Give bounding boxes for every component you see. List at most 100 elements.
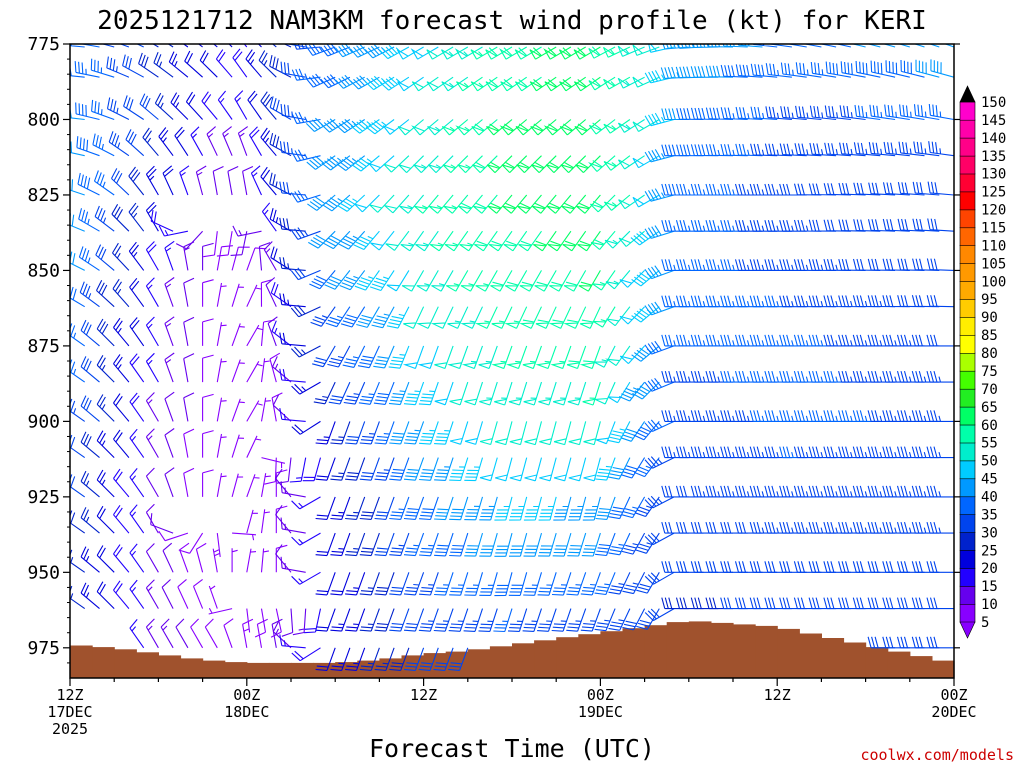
wind-barb [320, 118, 351, 133]
wind-barb [330, 647, 351, 671]
wind-barb [339, 270, 366, 291]
wind-barb [622, 572, 646, 595]
wind-barb [70, 585, 86, 610]
wind-barb [485, 76, 513, 92]
wind-barb [793, 334, 822, 347]
wind-barb [675, 521, 704, 534]
wind-barb [232, 532, 257, 541]
wind-barb [216, 433, 227, 458]
wind-barb [494, 532, 513, 557]
colorbar-segment [959, 567, 976, 587]
wind-barb [269, 54, 292, 78]
wind-barb [808, 521, 837, 534]
colorbar-label: 115 [981, 221, 1006, 237]
wind-barb [246, 509, 258, 534]
wind-barb [809, 105, 837, 121]
wind-barb [113, 580, 130, 609]
terrain-column [92, 647, 115, 678]
colorbar-label: 80 [981, 346, 998, 362]
wind-barb [343, 381, 366, 405]
wind-barb [705, 334, 733, 347]
wind-barb [630, 230, 660, 246]
wind-barb [644, 340, 675, 355]
wind-barb [335, 118, 366, 134]
wind-barb [364, 44, 395, 59]
wind-barb [838, 182, 866, 196]
wind-barb [926, 334, 954, 347]
wind-barb [342, 345, 366, 368]
terrain-column [887, 651, 911, 678]
wind-barb [113, 393, 130, 422]
terrain-column [556, 637, 579, 678]
wind-barb [823, 521, 851, 534]
wind-barb [567, 381, 587, 406]
wind-barb [660, 66, 689, 79]
wind-barb [734, 295, 763, 308]
wind-barb [216, 473, 227, 497]
wind-barb [403, 647, 425, 671]
wind-barb [70, 607, 71, 609]
wind-barb [96, 430, 115, 458]
wind-barb [562, 230, 587, 252]
wind-barb [504, 270, 528, 292]
wind-barb [764, 561, 792, 573]
wind-barb [246, 435, 262, 458]
wind-barb [594, 572, 616, 596]
wind-barb [145, 277, 159, 307]
wind-barb [793, 561, 822, 573]
wind-barb [418, 381, 439, 406]
x-tick-label: 12Z [764, 686, 791, 704]
wind-barb [749, 410, 778, 422]
wind-barb [70, 306, 71, 307]
wind-barb [96, 545, 115, 573]
wind-barb [644, 419, 675, 432]
wind-barb [720, 410, 748, 422]
wind-barb [563, 306, 587, 329]
terrain-column [423, 653, 447, 678]
x-tick-label: 17DEC [47, 703, 92, 721]
wind-barb [285, 44, 306, 48]
wind-barb [500, 76, 528, 92]
wind-barb [291, 532, 321, 546]
wind-barb [260, 358, 270, 383]
wind-barb [190, 126, 204, 156]
wind-barb [823, 183, 851, 196]
wind-barb [353, 230, 380, 250]
wind-barb [290, 304, 321, 318]
y-tick-label: 800 [27, 109, 60, 130]
terrain-column [534, 640, 557, 678]
wind-barb [618, 155, 645, 170]
wind-barb [573, 46, 601, 60]
wind-barb [661, 410, 689, 422]
wind-barb [581, 532, 601, 557]
wind-barb [456, 76, 483, 92]
wind-barb [882, 446, 910, 459]
wind-barb [427, 119, 454, 136]
wind-barb [592, 270, 616, 291]
wind-barb [765, 106, 792, 121]
wind-barb [80, 507, 100, 534]
wind-barb [676, 108, 704, 121]
wind-barb [418, 647, 439, 671]
wind-barb [661, 370, 689, 383]
wind-barb [359, 647, 380, 671]
wind-barb [374, 496, 395, 520]
colorbar-segment [959, 334, 976, 354]
wind-barb [479, 496, 498, 521]
wind-barb [538, 381, 557, 406]
wind-barb [852, 410, 881, 422]
y-tick-label: 900 [27, 411, 60, 432]
wind-barb [479, 457, 498, 482]
wind-barb [567, 532, 587, 557]
wind-barb [675, 66, 704, 79]
wind-barb [464, 496, 484, 521]
wind-barb [690, 183, 719, 196]
wind-barb [501, 155, 528, 173]
wind-barb [145, 392, 159, 422]
wind-barb [389, 647, 410, 671]
wind-barb [867, 636, 896, 649]
wind-barb [661, 144, 689, 157]
wind-barb [926, 446, 954, 459]
wind-barb [661, 295, 689, 308]
wind-barb [216, 231, 233, 257]
